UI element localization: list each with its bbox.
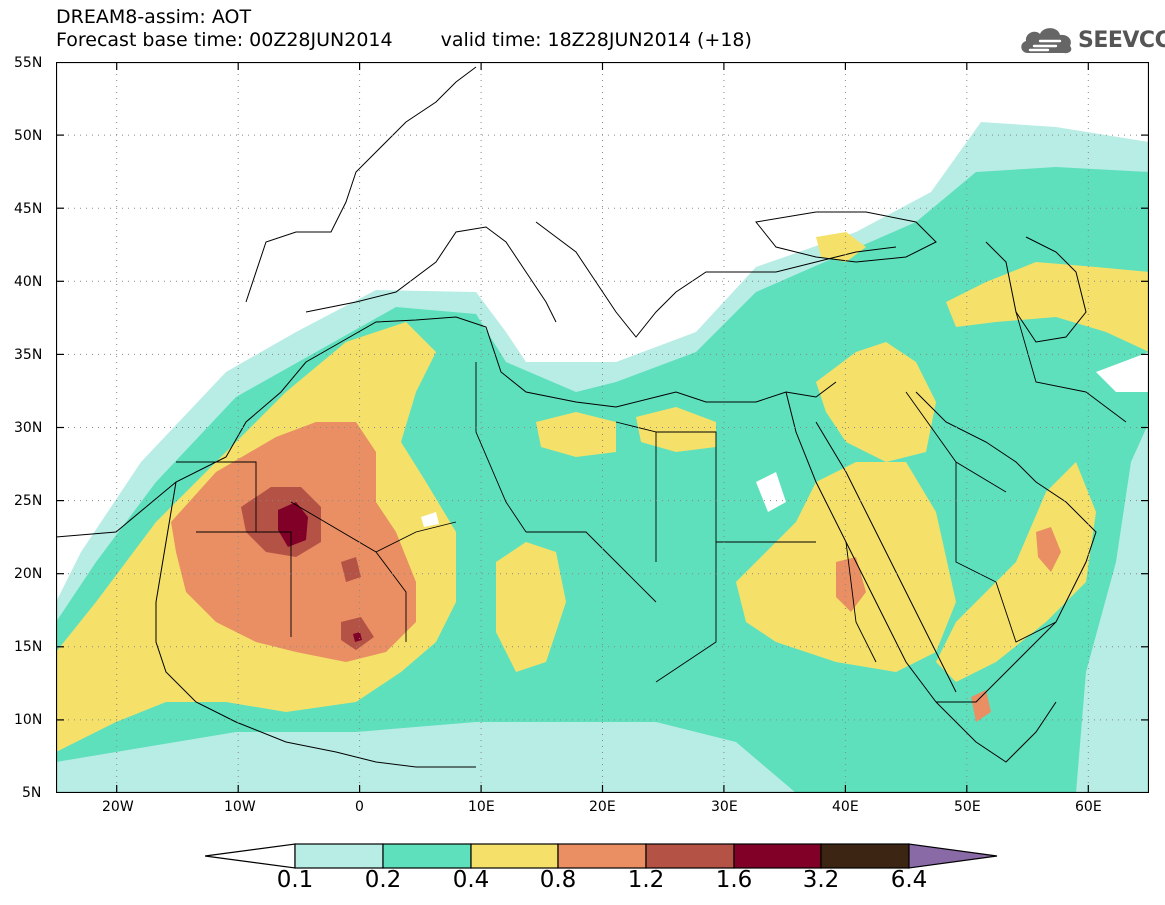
lon-label-50e: 50E <box>954 799 981 815</box>
colorbar-swatch-1.6 <box>733 843 822 869</box>
lat-label-55n: 55N <box>14 55 43 71</box>
lat-label-50n: 50N <box>14 128 43 144</box>
colorbar-label-0.4: 0.4 <box>452 867 490 893</box>
lat-label-25n: 25N <box>14 493 43 509</box>
product-title: DREAM8-assim: AOT <box>56 6 252 28</box>
colorbar-label-3.2: 3.2 <box>802 867 840 893</box>
coastline-north-africa <box>56 316 837 538</box>
logo-text: SEEVCCC <box>1078 27 1165 53</box>
colorbar-label-0.8: 0.8 <box>539 867 577 893</box>
coastline-arabia-horn <box>915 391 1097 763</box>
coastlines <box>56 66 1127 768</box>
colorbar-label-0.2: 0.2 <box>364 867 402 893</box>
lon-label-0: 0 <box>355 799 364 815</box>
aot-below-0.1 <box>421 512 439 527</box>
aot-band-1.6 <box>353 632 362 642</box>
aot-band-0.4 <box>816 342 936 462</box>
lon-label-10w: 10W <box>224 799 256 815</box>
colorbar-swatch-0.4 <box>470 843 559 869</box>
coastline-west-africa <box>155 481 476 768</box>
axis-ticks <box>56 62 1149 793</box>
coastline-europe <box>245 66 897 338</box>
colorbar-under-arrow <box>205 843 296 869</box>
cloud-icon <box>1021 28 1072 54</box>
colorbar-swatch-0.1 <box>294 843 384 869</box>
lon-label-20e: 20E <box>589 799 616 815</box>
coastline-black-sea <box>755 211 937 263</box>
border-lines <box>176 311 1127 683</box>
lon-label-20w: 20W <box>102 799 134 815</box>
map-panel <box>56 62 1149 793</box>
aot-band-1.2 <box>341 557 361 582</box>
aot-band-0.8 <box>1036 527 1061 572</box>
lon-label-30e: 30E <box>711 799 738 815</box>
aot-band-0.4 <box>816 232 866 262</box>
colorbar-label-1.6: 1.6 <box>715 867 753 893</box>
lat-label-15n: 15N <box>14 639 43 655</box>
colorbar-swatch-3.2 <box>820 843 910 869</box>
lon-label-60e: 60E <box>1075 799 1102 815</box>
lat-label-45n: 45N <box>14 201 43 217</box>
colorbar-label-6.4: 6.4 <box>890 867 928 893</box>
aot-band-0.4 <box>536 412 616 457</box>
aot-map <box>56 62 1149 793</box>
coastline-caspian <box>985 236 1087 343</box>
aot-field <box>56 122 1149 793</box>
aot-band-0.4 <box>496 542 566 672</box>
lat-label-20n: 20N <box>14 566 43 582</box>
colorbar-swatch-1.2 <box>645 843 735 869</box>
seevccc-logo: SEEVCCC <box>1018 22 1165 58</box>
lon-label-40e: 40E <box>832 799 859 815</box>
colorbar-swatch-0.8 <box>557 843 647 869</box>
aot-below-0.1 <box>1096 352 1149 392</box>
lon-label-10e: 10E <box>468 799 495 815</box>
graticule <box>56 62 1149 793</box>
lat-label-5n: 5N <box>22 785 42 801</box>
lat-label-40n: 40N <box>14 274 43 290</box>
aot-band-0.8 <box>971 690 991 722</box>
valid-time: valid time: 18Z28JUN2014 (+18) <box>440 29 752 51</box>
time-line: Forecast base time: 00Z28JUN2014 valid ti… <box>56 29 752 52</box>
lat-label-30n: 30N <box>14 420 43 436</box>
lat-label-35n: 35N <box>14 347 43 363</box>
aot-band-0.4 <box>936 462 1096 682</box>
lat-label-10n: 10N <box>14 712 43 728</box>
colorbar <box>205 843 998 869</box>
colorbar-label-0.1: 0.1 <box>276 867 314 893</box>
header: DREAM8-assim: AOT Forecast base time: 00… <box>56 6 752 52</box>
colorbar-label-1.2: 1.2 <box>627 867 665 893</box>
aot-below-0.1 <box>756 472 786 512</box>
colorbar-swatch-0.2 <box>382 843 472 869</box>
aot-band-1.6 <box>278 502 308 547</box>
forecast-base-time: Forecast base time: 00Z28JUN2014 <box>56 29 393 51</box>
colorbar-over-arrow <box>908 843 998 869</box>
aot-band-0.4 <box>946 262 1149 352</box>
